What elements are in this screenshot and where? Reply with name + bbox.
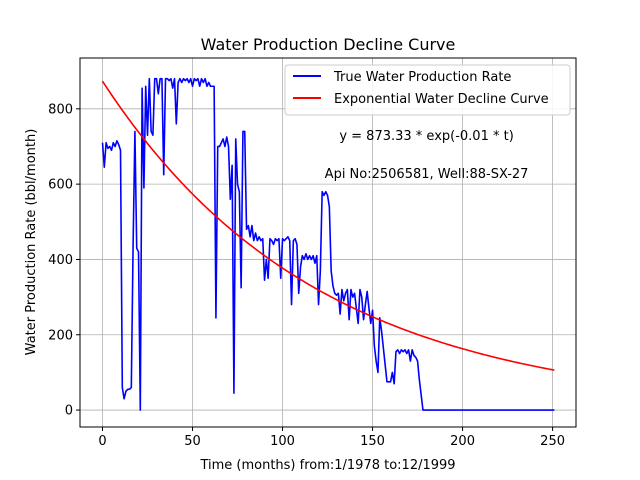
x-tick-label: 150 [360, 434, 385, 449]
y-tick-label: 0 [65, 404, 73, 419]
x-tick-label: 50 [184, 434, 201, 449]
legend-label-decline-curve: Exponential Water Decline Curve [334, 92, 549, 107]
y-tick-label: 200 [48, 328, 73, 343]
y-tick-label: 600 [48, 178, 73, 193]
y-axis-label: Water Production Rate (bbl/month) [24, 129, 39, 356]
x-tick-label: 200 [450, 434, 475, 449]
axis-ticks: 0 50 100 150 200 250 0 200 400 600 800 [48, 102, 565, 449]
series-layer [101, 77, 555, 411]
y-tick-label: 400 [48, 253, 73, 268]
decline-curve-line [101, 80, 555, 371]
equation-annotation: y = 873.33 * exp(-0.01 * t) [339, 129, 513, 144]
plot-frame [79, 57, 577, 428]
true-rate-line [101, 77, 555, 411]
legend-box [284, 64, 571, 116]
x-tick-label: 100 [270, 434, 295, 449]
legend: True Water Production Rate Exponential W… [284, 64, 571, 116]
x-axis-label: Time (months) from:1/1978 to:12/1999 [199, 458, 455, 473]
legend-label-true-rate: True Water Production Rate [333, 70, 511, 85]
y-tick-label: 800 [48, 102, 73, 117]
well-annotation: Api No:2506581, Well:88-SX-27 [325, 167, 529, 182]
x-tick-label: 0 [98, 434, 106, 449]
chart-title: Water Production Decline Curve [201, 35, 456, 54]
x-tick-label: 250 [540, 434, 565, 449]
